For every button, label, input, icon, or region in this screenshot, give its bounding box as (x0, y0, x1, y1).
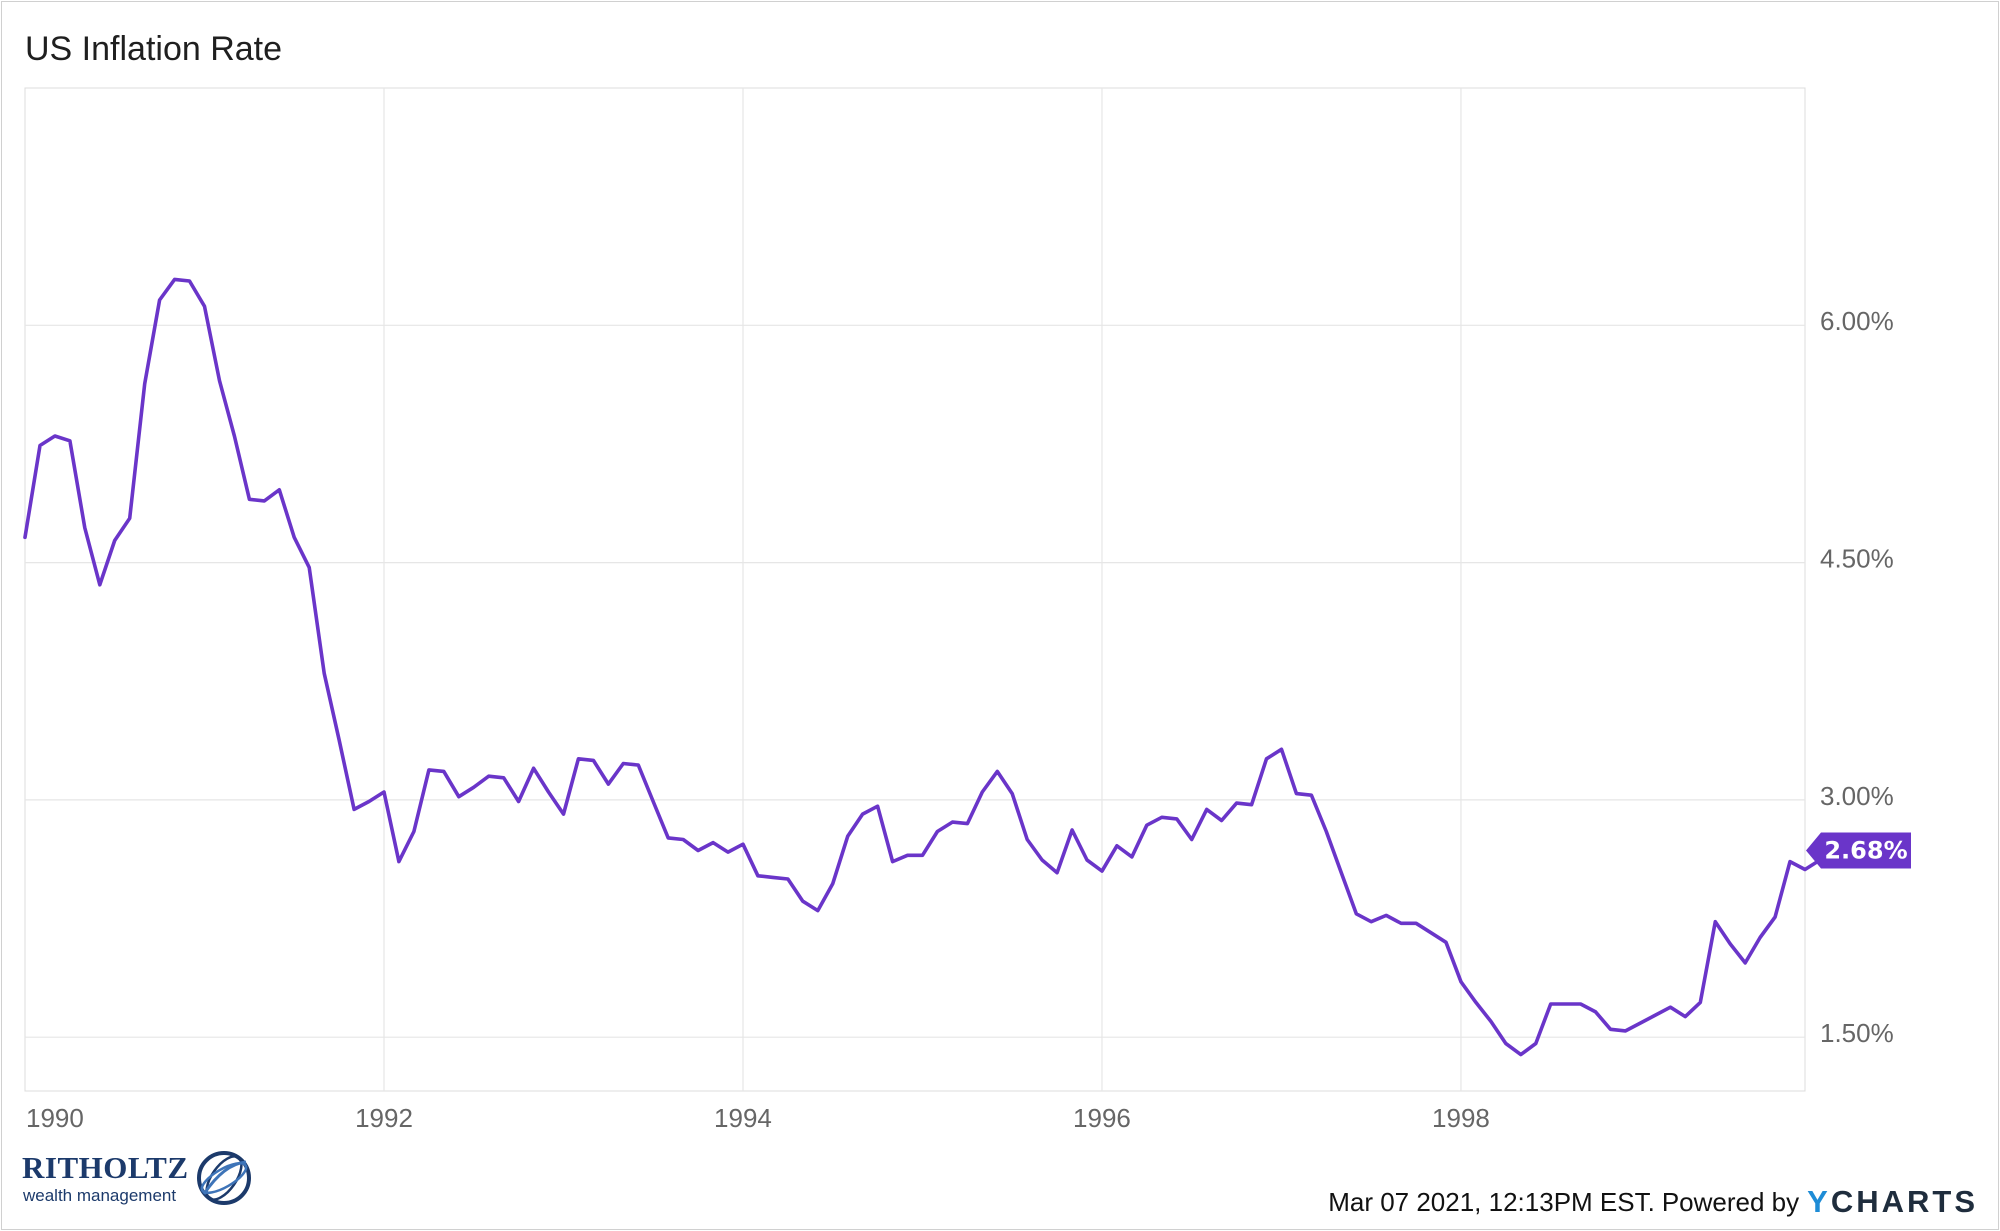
last-value-badge: 2.68% (1806, 832, 1911, 869)
grid (24, 87, 1806, 1092)
axes: 1.50% 3.00% 4.50% 6.00% 1990 1992 1994 1996 1998 (26, 306, 1894, 1133)
y-tick-label: 3.00% (1820, 781, 1894, 811)
x-tick-label: 1992 (355, 1103, 413, 1133)
series-line (23, 277, 1837, 1057)
footer-powered-by: Powered by (1661, 1186, 1800, 1217)
ycharts-logo[interactable]: YCHARTS (1807, 1184, 1978, 1220)
chart-title: US Inflation Rate (25, 30, 283, 68)
last-value-badge-shape (1806, 832, 1911, 869)
ycharts-logo-y: Y (1807, 1184, 1831, 1219)
plot-border (24, 87, 1806, 1092)
ritholtz-logo: RITHOLTZ wealth management (22, 1148, 252, 1214)
y-tick-label: 4.50% (1820, 543, 1894, 573)
x-tick-label: 1990 (26, 1103, 84, 1133)
logo-tagline: wealth management (23, 1186, 177, 1205)
x-tick-label: 1994 (714, 1103, 772, 1133)
logo-name: RITHOLTZ (22, 1150, 189, 1185)
globe-logo-icon (197, 1151, 251, 1205)
ycharts-logo-rest: CHARTS (1830, 1184, 1978, 1219)
footer-timestamp: Mar 07 2021, 12:13PM EST. (1328, 1186, 1655, 1217)
footer: Mar 07 2021, 12:13PM EST. Powered by YCH… (1328, 1184, 1978, 1220)
last-value-label: 2.68% (1824, 837, 1907, 865)
x-tick-label: 1996 (1073, 1103, 1131, 1133)
series-layer (23, 277, 1837, 1057)
y-tick-label: 6.00% (1820, 306, 1894, 336)
x-tick-label: 1998 (1432, 1103, 1490, 1133)
y-tick-label: 1.50% (1820, 1018, 1894, 1048)
